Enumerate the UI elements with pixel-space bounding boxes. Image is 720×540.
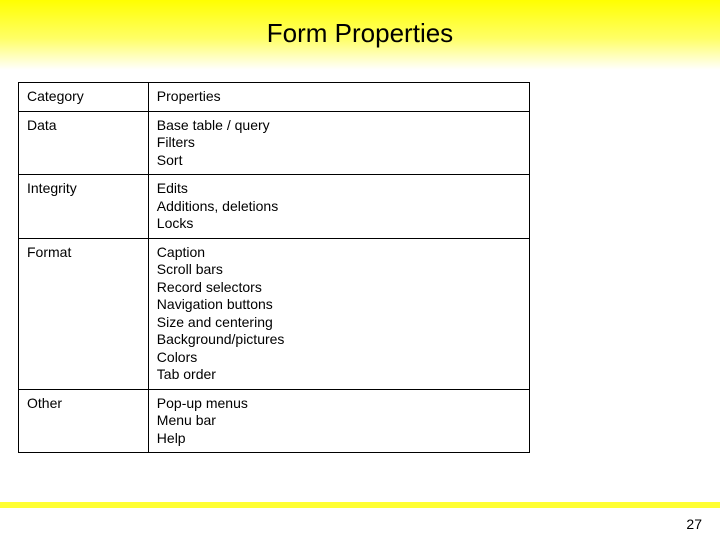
cell-category: Other [19,389,149,453]
cell-properties: EditsAdditions, deletionsLocks [148,175,529,239]
cell-properties: Pop-up menusMenu barHelp [148,389,529,453]
col-header-properties: Properties [148,83,529,112]
cell-properties: Base table / queryFiltersSort [148,111,529,175]
cell-category: Format [19,238,149,389]
footer-stripe [0,502,720,508]
table-row: Format CaptionScroll barsRecord selector… [19,238,530,389]
col-header-category: Category [19,83,149,112]
cell-properties: CaptionScroll barsRecord selectorsNaviga… [148,238,529,389]
table-row: Data Base table / queryFiltersSort [19,111,530,175]
table-row: Other Pop-up menusMenu barHelp [19,389,530,453]
slide-title: Form Properties [0,18,720,49]
table-header-row: Category Properties [19,83,530,112]
slide: Form Properties Category Properties Data… [0,0,720,540]
cell-category: Data [19,111,149,175]
properties-table: Category Properties Data Base table / qu… [18,82,530,453]
table-row: Integrity EditsAdditions, deletionsLocks [19,175,530,239]
page-number: 27 [686,516,702,532]
cell-category: Integrity [19,175,149,239]
